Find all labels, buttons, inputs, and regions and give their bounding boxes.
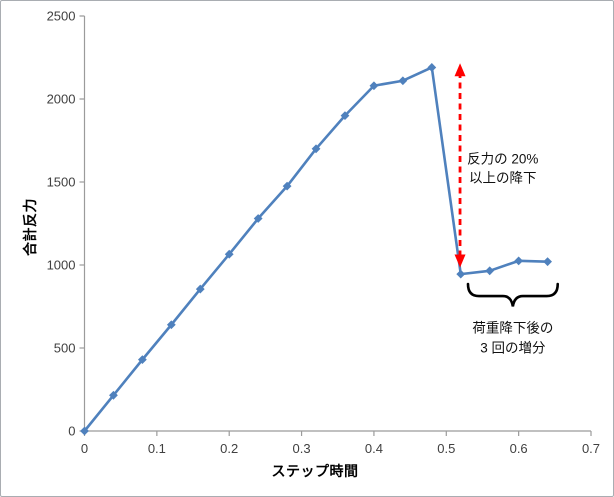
series-marker (282, 181, 292, 191)
y-tick-label: 2500 (47, 9, 76, 24)
series-marker (427, 63, 437, 72)
series-marker (109, 390, 118, 400)
y-tick-label: 1000 (47, 258, 76, 273)
y-tick-label: 2000 (47, 92, 76, 107)
series-marker (253, 214, 263, 223)
x-tick-label: 0.1 (148, 441, 166, 456)
x-tick-label: 0.3 (293, 441, 311, 456)
drop-arrow-head-bottom (454, 254, 466, 268)
y-axis-title: 合計反力 (22, 198, 38, 256)
series-marker (166, 320, 176, 330)
y-tick-label: 1500 (47, 175, 76, 190)
series-marker (80, 426, 89, 436)
series-line (83, 66, 549, 433)
brace-label: 荷重降下後の 3 回の増分 (472, 320, 554, 356)
x-tick-label: 0 (81, 441, 88, 456)
series-marker (311, 144, 321, 154)
x-tick-label: 0.6 (510, 441, 528, 456)
series-marker (456, 269, 466, 279)
arrow-label: 反力の 20% 以上の降下 (467, 151, 539, 186)
x-tick-label: 0.7 (582, 441, 600, 456)
series-marker (398, 76, 408, 86)
x-tick-label: 0.2 (220, 441, 238, 456)
series-marker (514, 256, 524, 266)
x-axis-title: ステップ時間 (271, 463, 359, 479)
series-marker (485, 266, 495, 276)
brace (466, 282, 560, 307)
series-marker (137, 355, 147, 365)
drop-arrow-head-top (454, 63, 466, 77)
series-marker (543, 257, 552, 267)
y-tick-label: 500 (54, 341, 76, 356)
x-tick-label: 0.5 (437, 441, 455, 456)
series-marker (224, 249, 234, 259)
x-tick-label: 0.4 (365, 441, 383, 456)
series-marker (340, 111, 350, 120)
series-marker (195, 284, 205, 294)
y-tick-label: 0 (68, 424, 75, 439)
series-marker (369, 81, 379, 91)
